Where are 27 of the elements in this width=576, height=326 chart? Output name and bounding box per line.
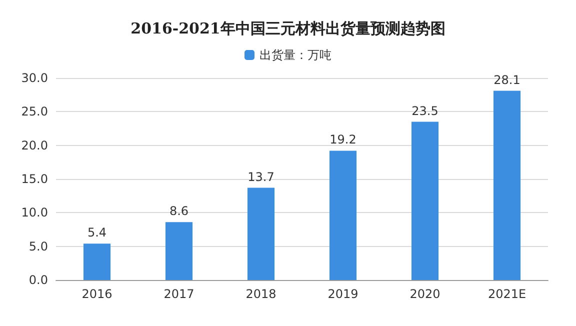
y-tick-label: 15.0: [21, 172, 48, 186]
bar: [329, 150, 357, 280]
bar: [247, 188, 275, 280]
data-label: 13.7: [248, 170, 274, 184]
x-tick-label: 2020: [410, 287, 440, 301]
bar: [493, 90, 521, 280]
y-tick-label: 30.0: [21, 71, 48, 85]
x-tick-label: 2017: [164, 287, 194, 301]
y-tick-label: 5.0: [28, 239, 48, 254]
bar: [411, 122, 439, 280]
bar: [83, 244, 111, 280]
data-label: 8.6: [169, 204, 189, 218]
y-tick-label: 0.0: [28, 273, 48, 287]
x-tick-label: 2019: [328, 287, 358, 301]
y-tick-label: 20.0: [21, 138, 48, 152]
x-tick-label: 2021E: [488, 287, 526, 301]
chart-title: 2016-2021年中国三元材料出货量预测趋势图: [130, 20, 446, 38]
data-label: 23.5: [412, 104, 438, 118]
x-tick-label: 2016: [82, 287, 112, 301]
data-label: 28.1: [494, 72, 520, 87]
y-tick-label: 25.0: [21, 104, 48, 119]
y-tick-label: 10.0: [21, 206, 48, 220]
legend-label: 出货量：万吨: [260, 48, 332, 62]
data-label: 5.4: [87, 226, 107, 240]
x-tick-label: 2018: [246, 287, 276, 301]
bar: [165, 222, 193, 280]
data-label: 19.2: [330, 132, 356, 147]
